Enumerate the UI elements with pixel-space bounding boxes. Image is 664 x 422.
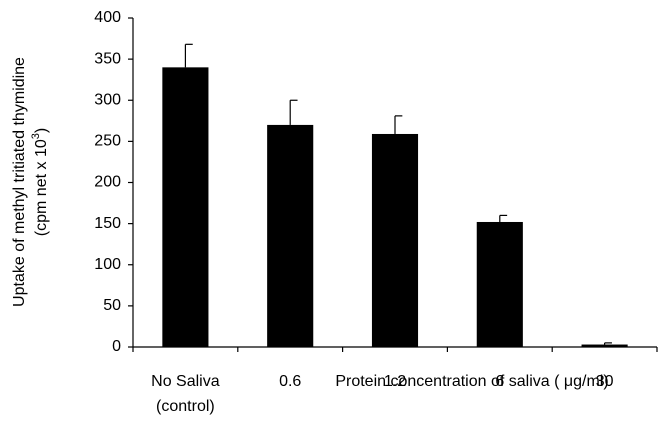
x-tick-label: 6 bbox=[495, 373, 504, 390]
y-tick-label: 200 bbox=[94, 174, 121, 191]
y-tick-label: 400 bbox=[94, 9, 121, 26]
bar bbox=[476, 221, 523, 347]
x-tick-label: 30 bbox=[596, 373, 614, 390]
y-tick-label: 150 bbox=[94, 215, 121, 232]
x-tick-label: 0.6 bbox=[279, 373, 301, 390]
bar bbox=[371, 133, 419, 347]
y-tick-label: 0 bbox=[112, 338, 121, 355]
y-tick-label: 50 bbox=[103, 297, 121, 314]
y-axis-label: Uptake of methyl tritiated thymidine bbox=[11, 57, 28, 307]
y-axis-label-2: (cpm net x 103) bbox=[30, 128, 50, 236]
y-axis-label-part: (cpm net x 10 bbox=[33, 139, 50, 236]
bar bbox=[581, 344, 628, 347]
y-tick-label: 250 bbox=[94, 133, 121, 150]
x-tick-label: 1.2 bbox=[384, 373, 406, 390]
x-tick-label: No Saliva bbox=[151, 373, 220, 390]
bar bbox=[162, 67, 209, 347]
bar bbox=[267, 124, 314, 347]
x-axis-label: Protein concentration of saliva ( μg/ml) bbox=[335, 373, 608, 390]
x-tick-note: (control) bbox=[156, 398, 215, 415]
y-axis-label-sup: 3 bbox=[30, 133, 42, 139]
y-tick-label: 300 bbox=[94, 91, 121, 108]
y-axis-label-end: ) bbox=[33, 128, 50, 133]
y-tick-label: 100 bbox=[94, 256, 121, 273]
y-tick-label: 350 bbox=[94, 50, 121, 67]
